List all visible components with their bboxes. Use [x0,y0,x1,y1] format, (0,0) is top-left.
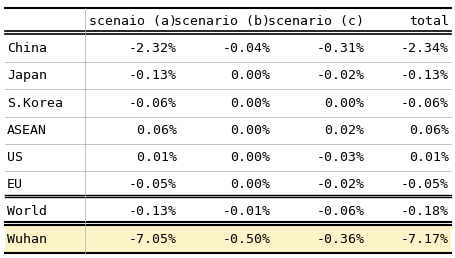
Text: 0.01%: 0.01% [128,151,176,164]
Text: -2.34%: -2.34% [400,42,448,55]
Text: 0.00%: 0.00% [230,151,270,164]
Text: -0.06%: -0.06% [400,96,448,110]
Text: -0.18%: -0.18% [400,205,448,219]
Text: -2.32%: -2.32% [128,42,176,55]
Text: World: World [7,205,47,219]
Text: 0.01%: 0.01% [408,151,448,164]
Text: China: China [7,42,47,55]
Text: -0.02%: -0.02% [316,178,364,191]
Text: -0.13%: -0.13% [400,69,448,82]
Bar [5,225,450,253]
Text: -7.05%: -7.05% [128,233,176,246]
Text: 0.00%: 0.00% [230,69,270,82]
Text: Wuhan: Wuhan [7,233,47,246]
Text: -0.03%: -0.03% [316,151,364,164]
Text: -0.13%: -0.13% [128,205,176,219]
Text: ASEAN: ASEAN [7,124,47,137]
Text: 0.02%: 0.02% [324,124,364,137]
Text: -0.04%: -0.04% [222,42,270,55]
Text: -0.06%: -0.06% [128,96,176,110]
Text: 0.06%: 0.06% [128,124,176,137]
Text: US: US [7,151,23,164]
Text: 0.00%: 0.00% [230,96,270,110]
Text: 0.00%: 0.00% [230,124,270,137]
Text: 0.06%: 0.06% [408,124,448,137]
Text: -0.31%: -0.31% [316,42,364,55]
Text: -0.05%: -0.05% [128,178,176,191]
Text: -0.13%: -0.13% [128,69,176,82]
Text: -0.05%: -0.05% [400,178,448,191]
Text: scenaio (a): scenaio (a) [88,15,176,28]
Text: -7.17%: -7.17% [400,233,448,246]
Text: EU: EU [7,178,23,191]
Text: -0.02%: -0.02% [316,69,364,82]
Text: total: total [408,15,448,28]
Text: scenario (b): scenario (b) [174,15,270,28]
Text: 0.00%: 0.00% [324,96,364,110]
Text: S.Korea: S.Korea [7,96,63,110]
Text: -0.01%: -0.01% [222,205,270,219]
Text: -0.36%: -0.36% [316,233,364,246]
Text: -0.50%: -0.50% [222,233,270,246]
Text: Japan: Japan [7,69,47,82]
Text: scenario (c): scenario (c) [268,15,364,28]
Text: -0.06%: -0.06% [316,205,364,219]
Text: 0.00%: 0.00% [230,178,270,191]
